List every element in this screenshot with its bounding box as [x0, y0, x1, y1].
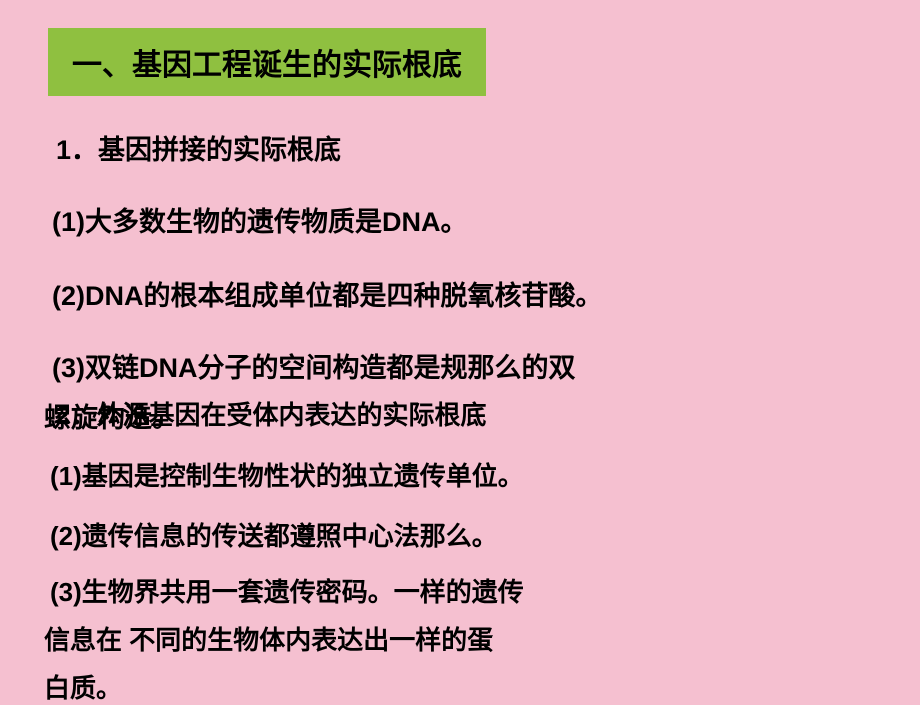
section2-item3-line3: 白质。 [44, 668, 122, 705]
section2-item2: (2)遗传信息的传送都遵照中心法那么。 [50, 516, 498, 553]
section2-heading: 2．外源基因在受体内表达的实际根底 [56, 395, 486, 432]
section2-item3-line1: (3)生物界共用一套遗传密码。一样的遗传 [50, 572, 524, 609]
section1-item3-line1: (3)双链DNA分子的空间构造都是规那么的双 [52, 346, 576, 385]
section1-heading: 1．基因拼接的实际根底 [56, 128, 341, 167]
section1-item2: (2)DNA的根本组成单位都是四种脱氧核苷酸。 [52, 274, 603, 313]
section1-item1: (1)大多数生物的遗传物质是DNA。 [52, 200, 468, 239]
section2-item3-line2: 信息在 不同的生物体内表达出一样的蛋 [44, 620, 493, 657]
section2-item1: (1)基因是控制生物性状的独立遗传单位。 [50, 456, 524, 493]
page-title: 一、基因工程诞生的实际根底 [72, 49, 462, 82]
title-bar: 一、基因工程诞生的实际根底 [48, 28, 486, 96]
